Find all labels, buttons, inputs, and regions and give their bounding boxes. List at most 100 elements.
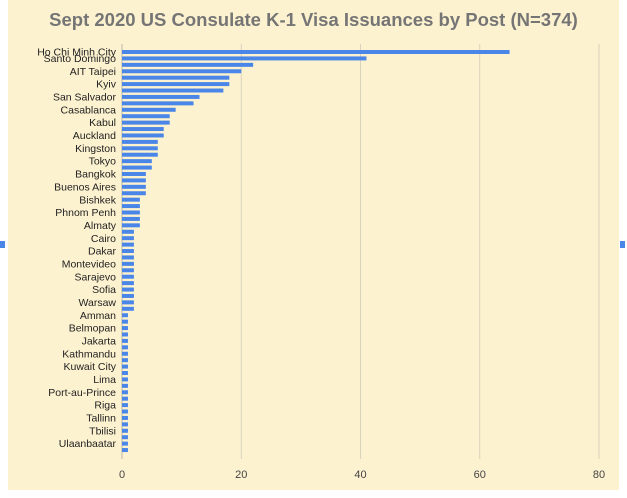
category-label: Kingston — [75, 143, 116, 155]
bar — [122, 351, 128, 356]
bar — [122, 223, 140, 228]
bar — [122, 377, 128, 382]
bar — [122, 210, 140, 215]
x-tick-label: 40 — [354, 469, 366, 481]
bar — [122, 293, 134, 298]
bar — [122, 94, 200, 99]
category-label: Santo Domingo — [44, 53, 117, 65]
bar — [122, 146, 158, 151]
bar — [122, 319, 128, 324]
bar — [122, 120, 170, 125]
bar — [122, 236, 134, 241]
bar — [122, 332, 128, 337]
category-label: Amman — [80, 310, 116, 322]
bar — [122, 300, 134, 305]
bar — [122, 371, 128, 375]
bar — [122, 204, 140, 209]
bar — [122, 50, 510, 54]
bar — [122, 75, 230, 80]
category-label: Ho Chi Minh City — [37, 47, 117, 59]
bar — [122, 338, 128, 343]
bar — [122, 178, 146, 183]
bar — [122, 306, 134, 311]
bar — [122, 383, 128, 388]
bar — [122, 229, 134, 234]
bar — [122, 268, 134, 273]
category-label: Ulaanbaatar — [59, 438, 117, 450]
bar — [122, 281, 134, 286]
bar — [122, 152, 158, 157]
bar — [122, 82, 230, 87]
category-label: Auckland — [73, 130, 116, 142]
category-label: AIT Taipei — [70, 66, 116, 78]
bar — [122, 274, 134, 279]
x-tick-label: 20 — [235, 469, 247, 481]
bar — [122, 364, 128, 369]
category-label: Sofia — [92, 284, 116, 296]
bar — [122, 242, 134, 247]
category-label: Riga — [94, 400, 116, 412]
category-label: Kathmandu — [62, 348, 116, 360]
bar — [122, 396, 128, 401]
category-label: Buenos Aires — [54, 181, 116, 193]
bar — [122, 326, 128, 331]
bar — [122, 428, 128, 433]
chart-title: Sept 2020 US Consulate K-1 Visa Issuance… — [49, 9, 578, 30]
x-tick-label: 60 — [474, 469, 486, 481]
category-label: Tokyo — [89, 156, 117, 168]
bar — [122, 441, 128, 446]
bar — [122, 69, 242, 74]
right-resize-handle[interactable] — [620, 241, 625, 248]
bar — [122, 415, 128, 420]
bar — [122, 56, 367, 61]
bottom-margin — [0, 490, 627, 498]
category-label: Sarajevo — [75, 271, 117, 283]
bar — [122, 101, 194, 106]
bar — [122, 107, 176, 112]
bar — [122, 313, 128, 318]
category-label: Warsaw — [78, 297, 116, 309]
bar — [122, 139, 158, 144]
category-label: Tbilisi — [89, 425, 116, 437]
bar — [122, 165, 152, 170]
bar — [122, 197, 140, 202]
chart-area: Ho Chi Minh City Santo Domingo AIT Taipei K… — [8, 0, 619, 490]
category-label: Jakarta — [82, 336, 117, 348]
bar — [122, 345, 128, 350]
bar — [122, 127, 164, 132]
bar — [122, 88, 224, 93]
bar — [122, 358, 128, 363]
bar — [122, 159, 152, 164]
x-tick-label: 0 — [119, 469, 125, 481]
category-label: Tallinn — [86, 413, 116, 425]
bar — [122, 171, 146, 176]
left-resize-handle[interactable] — [0, 241, 5, 248]
bar — [122, 249, 134, 254]
category-label: Almaty — [84, 220, 117, 232]
bar — [122, 114, 170, 119]
bar — [122, 191, 146, 196]
bar — [122, 261, 134, 266]
bar — [122, 390, 128, 395]
bar — [122, 409, 128, 414]
category-label: Kuwait City — [63, 361, 116, 373]
x-tick-label: 80 — [593, 469, 605, 481]
bar — [122, 403, 128, 408]
bar — [122, 422, 128, 427]
category-label: San Salvador — [53, 92, 117, 104]
bar — [122, 255, 134, 260]
bar — [122, 184, 146, 189]
category-label: Dakar — [88, 246, 117, 258]
category-label: Phnom Penh — [55, 207, 116, 219]
category-label: Cairo — [91, 233, 116, 245]
category-label: Bangkok — [75, 169, 117, 181]
bar — [122, 62, 254, 67]
category-label: Kyiv — [96, 79, 117, 91]
category-label: Belmopan — [69, 323, 116, 335]
category-label: Port-au-Prince — [48, 387, 116, 399]
bar — [122, 287, 134, 292]
bar — [122, 216, 140, 221]
category-label: Kabul — [89, 117, 116, 129]
